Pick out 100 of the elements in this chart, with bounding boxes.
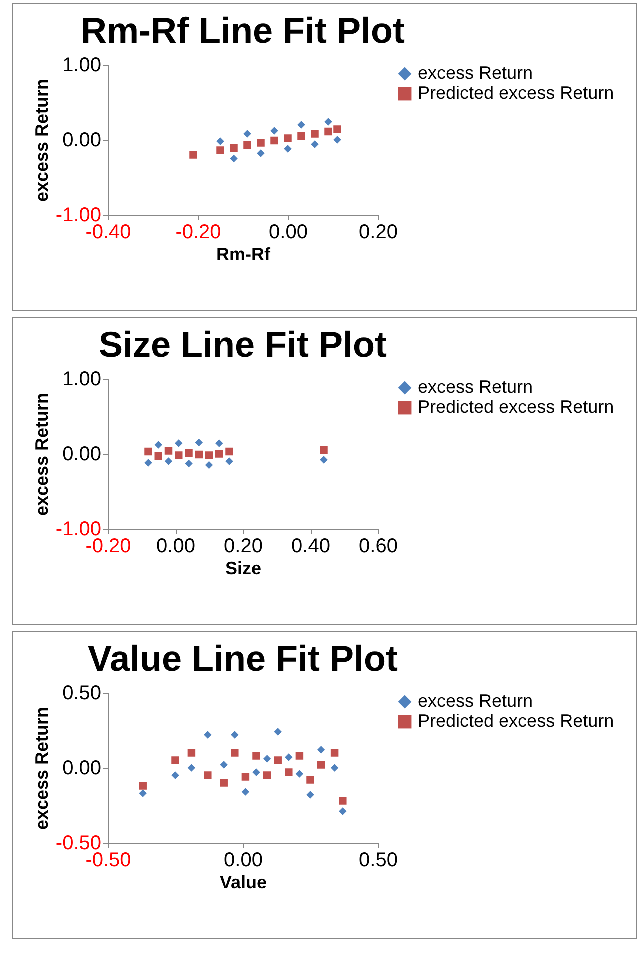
- x-tick-label: 0.20: [224, 536, 263, 558]
- point: [298, 132, 306, 140]
- point: [195, 438, 203, 447]
- point: [226, 458, 234, 466]
- point: [263, 772, 272, 780]
- y-tick-label: 1.00: [62, 368, 102, 390]
- point: [270, 127, 278, 135]
- point: [274, 756, 282, 764]
- point: [231, 731, 239, 739]
- legend-label: Predicted excess Return: [418, 397, 614, 417]
- point: [244, 130, 252, 138]
- x-tick-label: 0.50: [359, 850, 398, 872]
- point: [324, 118, 332, 126]
- point: [330, 749, 339, 757]
- y-tick-label: 0.00: [62, 758, 102, 780]
- x-tick-label: -0.20: [176, 222, 222, 244]
- x-tick-label: 0.00: [156, 536, 196, 558]
- point: [154, 441, 162, 449]
- point: [285, 768, 293, 776]
- point: [216, 440, 224, 448]
- point: [306, 791, 314, 799]
- point: [274, 728, 282, 736]
- legend-label: excess Return: [418, 377, 534, 397]
- point: [339, 797, 347, 805]
- point: [284, 145, 292, 153]
- point: [298, 121, 306, 129]
- point: [164, 447, 173, 455]
- x-tick-label: 0.00: [269, 222, 308, 244]
- point: [188, 749, 196, 757]
- y-tick-label: 0.00: [62, 444, 102, 466]
- point: [216, 450, 224, 458]
- x-axis-title: Rm-Rf: [216, 244, 272, 264]
- point: [252, 768, 260, 776]
- point: [172, 756, 180, 764]
- x-tick-label: 0.60: [359, 536, 398, 558]
- point: [270, 136, 278, 145]
- legend-label: Predicted excess Return: [418, 83, 614, 103]
- point: [220, 761, 228, 769]
- point: [185, 460, 193, 468]
- point: [185, 449, 193, 458]
- x-tick-label: -0.40: [86, 222, 132, 244]
- y-axis-title: excess Return: [32, 392, 52, 516]
- x-tick-label: 0.00: [224, 850, 263, 872]
- point: [296, 770, 304, 778]
- point: [172, 772, 180, 780]
- point: [334, 126, 342, 134]
- y-axis-title: excess Return: [32, 706, 52, 830]
- x-tick-label: 0.40: [292, 536, 330, 558]
- legend-label: excess Return: [418, 63, 534, 83]
- point: [257, 139, 265, 147]
- point: [195, 450, 203, 459]
- point: [220, 779, 228, 787]
- chart-title: Size Line Fit Plot: [98, 324, 388, 365]
- point: [244, 141, 252, 150]
- point: [311, 140, 319, 148]
- point: [320, 456, 328, 464]
- point: [242, 788, 250, 796]
- x-axis-title: Size: [225, 558, 262, 578]
- point: [317, 761, 326, 769]
- point: [252, 752, 260, 760]
- point: [284, 134, 292, 142]
- point: [175, 452, 183, 460]
- chart-title: Value Line Fit Plot: [88, 638, 398, 679]
- point: [190, 151, 198, 159]
- point: [320, 446, 328, 454]
- x-tick-label: -0.20: [86, 536, 132, 558]
- point: [144, 448, 152, 456]
- point: [311, 130, 319, 138]
- point: [205, 461, 214, 470]
- point: [230, 154, 238, 163]
- point: [216, 146, 224, 154]
- point: [164, 458, 173, 466]
- chart-title: Rm-Rf Line Fit Plot: [81, 10, 405, 51]
- y-tick-label: 0.00: [62, 130, 102, 152]
- point: [330, 764, 339, 772]
- point: [231, 749, 239, 757]
- point: [339, 808, 347, 816]
- y-tick-label: 1.00: [62, 54, 102, 76]
- x-tick-label: 0.20: [359, 222, 398, 244]
- point: [139, 782, 147, 790]
- legend-label: excess Return: [418, 691, 534, 711]
- point: [242, 773, 250, 781]
- y-axis-title: excess Return: [32, 78, 52, 202]
- point: [204, 772, 212, 780]
- point: [257, 150, 265, 158]
- point: [306, 776, 314, 784]
- point: [175, 440, 183, 448]
- point: [188, 764, 196, 772]
- point: [230, 144, 238, 152]
- point: [144, 459, 152, 467]
- point: [226, 448, 234, 456]
- y-tick-label: 0.50: [62, 682, 102, 704]
- point: [204, 731, 212, 739]
- x-tick-label: -0.50: [86, 850, 132, 872]
- point: [296, 752, 304, 760]
- point: [216, 138, 224, 146]
- point: [205, 452, 214, 460]
- legend-label: Predicted excess Return: [418, 711, 614, 731]
- x-axis-title: Value: [220, 872, 268, 892]
- point: [324, 128, 332, 136]
